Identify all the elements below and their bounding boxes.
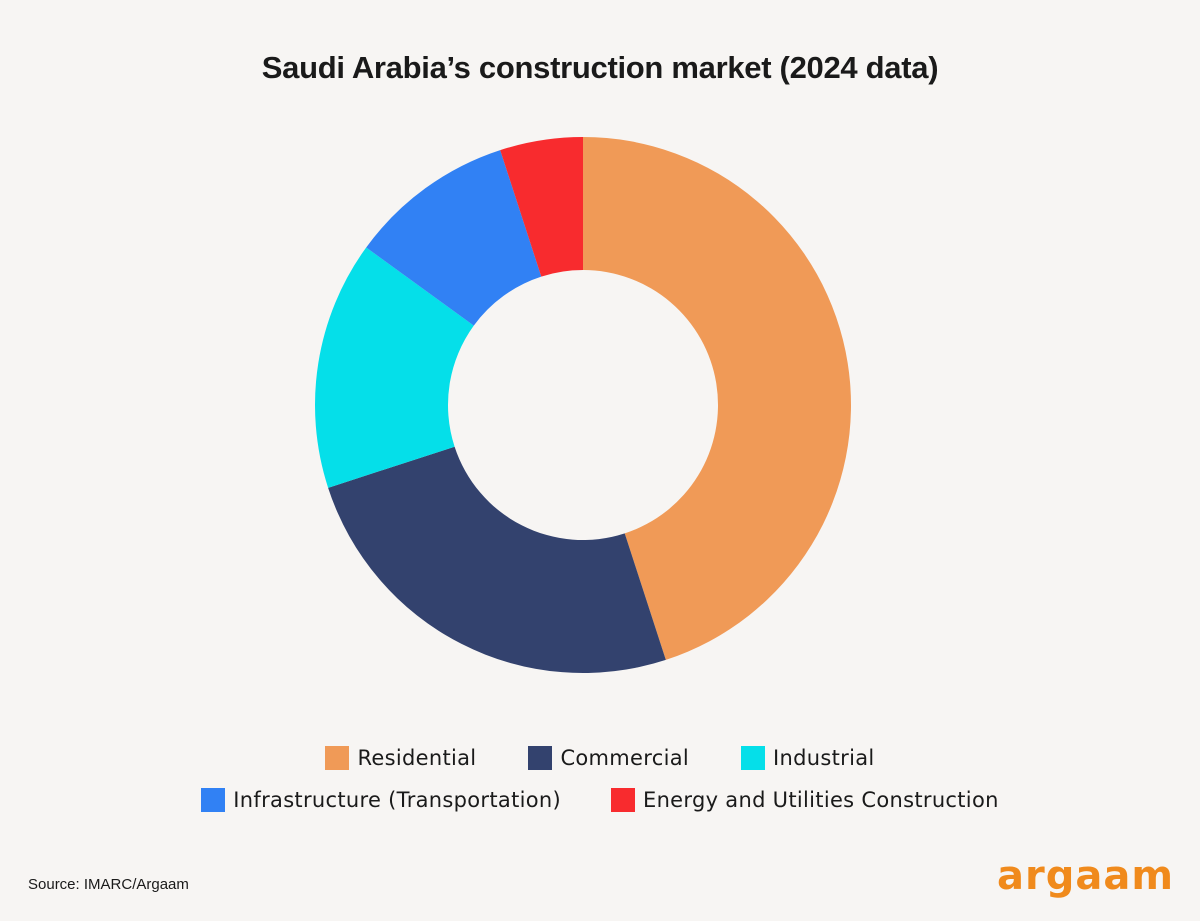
legend-swatch: [201, 788, 226, 812]
legend-label: Commercial: [560, 746, 690, 770]
legend-item-energy: Energy and Utilities Construction: [611, 788, 999, 812]
legend-swatch: [325, 746, 350, 770]
legend-label: Infrastructure (Transportation): [233, 788, 561, 812]
argaam-logo: argaam: [996, 853, 1174, 899]
legend-item-commercial: Commercial: [528, 746, 689, 770]
donut-slice-energy-and-utilities-construction: [500, 137, 583, 277]
donut-slice-industrial: [315, 247, 474, 488]
donut-slice-commercial: [328, 446, 666, 673]
legend-swatch: [528, 746, 553, 770]
legend-label: Industrial: [773, 746, 875, 770]
legend-swatch: [611, 788, 635, 812]
donut-slice-residential: [583, 137, 851, 660]
chart-title: Saudi Arabia’s construction market (2024…: [261, 50, 939, 85]
legend-item-residential: Residential: [325, 746, 476, 770]
legend-label: Residential: [357, 746, 477, 770]
donut-slice-infrastructure-transportation: [366, 150, 542, 326]
legend-row-1: Residential Commercial Industrial: [0, 746, 1200, 770]
legend-item-industrial: Industrial: [741, 746, 875, 770]
legend-row-2: Infrastructure (Transportation) Energy a…: [0, 788, 1200, 812]
legend-item-infrastructure: Infrastructure (Transportation): [201, 788, 561, 812]
legend-swatch: [741, 746, 766, 770]
source-note: Source: IMARC/Argaam: [28, 876, 189, 893]
legend-label: Energy and Utilities Construction: [643, 788, 999, 812]
